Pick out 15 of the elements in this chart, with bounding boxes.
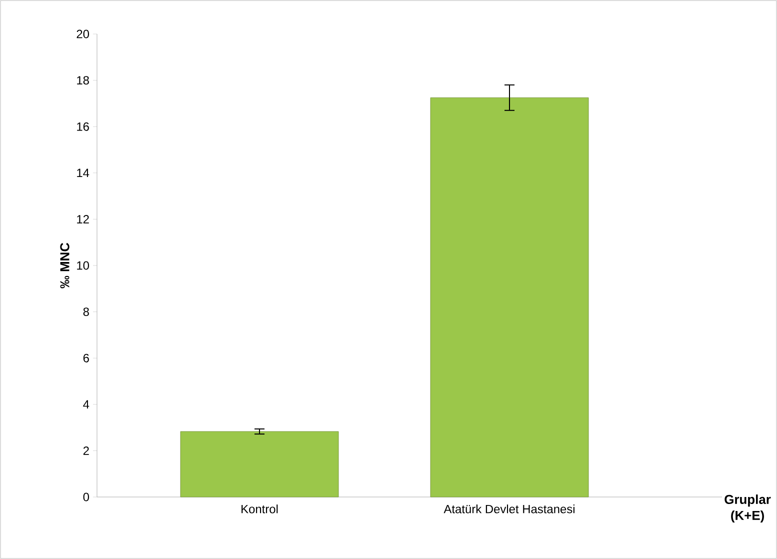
x-axis-title: Gruplar (K+E) xyxy=(724,494,771,523)
y-tick-label: 4 xyxy=(83,400,90,409)
y-tick-label: 20 xyxy=(76,30,90,38)
y-tick-label: 16 xyxy=(77,122,89,131)
y-tick-label: 12 xyxy=(77,215,89,224)
y-tick-label: 2 xyxy=(83,446,89,455)
y-axis-title: ‰ MNC xyxy=(60,242,70,288)
y-tick-label: 10 xyxy=(77,261,90,270)
x-tick-label: Atatürk Devlet Hastanesi xyxy=(444,504,574,514)
y-tick-label: 18 xyxy=(77,76,89,85)
y-tick-label: 8 xyxy=(83,308,89,316)
y-tick-label: 14 xyxy=(77,168,90,178)
y-tick-label: 0 xyxy=(83,492,90,502)
y-tick-label: 6 xyxy=(83,354,89,362)
x-tick-label: Kontrol xyxy=(242,504,278,514)
